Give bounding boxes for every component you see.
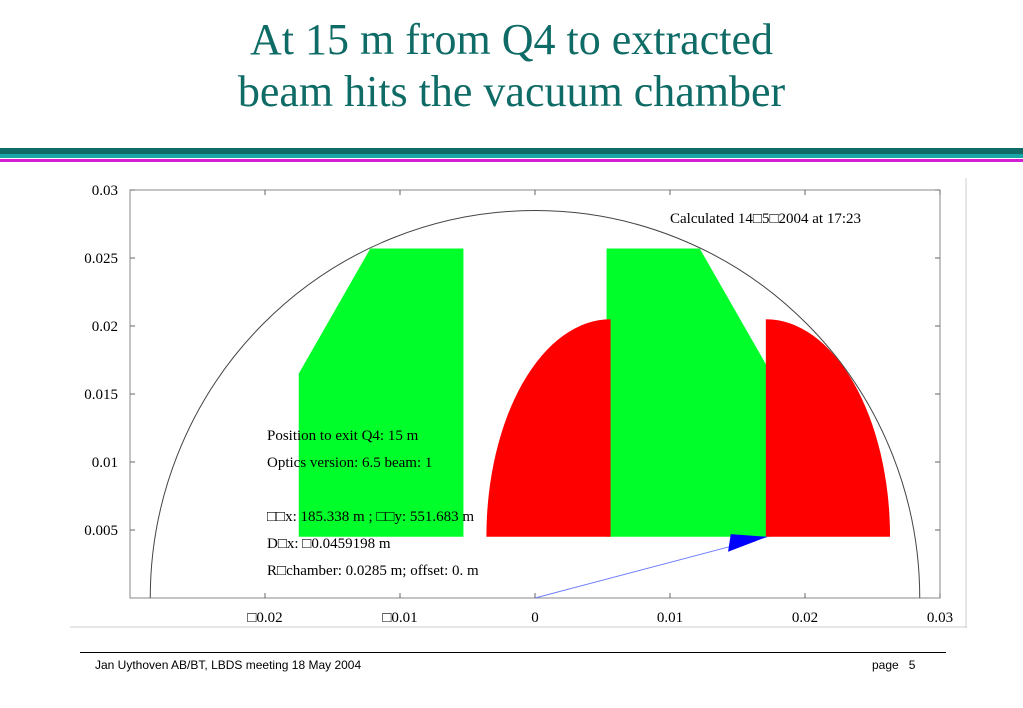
vacuum-chamber-arc: [149, 209, 921, 599]
title-rule-teal: [0, 148, 1023, 154]
chart-ticks: □0.02 □0.01 0 0.01 0.02 0.03 0.005 0.01 0.015 0.0…: [84, 183, 953, 626]
chart-marks: [149, 209, 921, 599]
x-tick-label-3: 0: [531, 610, 539, 626]
info-line-4: □□x: 185.338 m ; □□y: 551.683 m: [267, 509, 474, 525]
info-line-1: Position to exit Q4: 15 m: [267, 428, 419, 444]
beam-chamber-chart: □0.02 □0.01 0 0.01 0.02 0.03 0.005 0.01 0.015 0.0…: [70, 178, 967, 628]
footer-page-number: 5: [908, 658, 916, 672]
info-line-5: D□x: □0.0459198 m: [267, 536, 391, 552]
slide-title: At 15 m from Q4 to extracted beam hits t…: [0, 14, 1023, 118]
y-tick-label-5: 0.025: [84, 251, 118, 267]
x-tick-label-6: 0.03: [927, 610, 953, 626]
x-tick-label-2: □0.01: [382, 610, 417, 626]
chart-container: □0.02 □0.01 0 0.01 0.02 0.03 0.005 0.01 0.015 0.0…: [70, 178, 967, 628]
title-rule-magenta: [0, 159, 1023, 162]
y-tick-label-3: 0.015: [84, 387, 118, 403]
info-line-2: Optics version: 6.5 beam: 1: [267, 455, 432, 471]
info-box: Position to exit Q4: 15 m Optics version:…: [267, 428, 479, 579]
green-region-2: [606, 248, 772, 537]
y-tick-label-4: 0.02: [92, 319, 118, 335]
red-region-2: [765, 319, 891, 537]
footer-page: page 5: [872, 658, 925, 672]
beam-trajectory-line: [534, 536, 768, 599]
title-rule-cyan: [0, 154, 1023, 158]
x-tick-label-1: □0.02: [247, 610, 282, 626]
y-tick-label-2: 0.01: [92, 455, 118, 471]
footer-rule: [80, 652, 946, 653]
footer-author: Jan Uythoven AB/BT, LBDS meeting 18 May …: [95, 658, 362, 672]
calc-note: Calculated 14□5□2004 at 17:23: [670, 211, 861, 227]
slide-title-line-2: beam hits the vacuum chamber: [237, 67, 786, 116]
footer-page-label: page: [872, 658, 899, 672]
info-line-6: R□chamber: 0.0285 m; offset: 0. m: [267, 563, 479, 579]
x-tick-label-4: 0.01: [657, 610, 683, 626]
slide-title-line-1: At 15 m from Q4 to extracted: [250, 15, 773, 64]
red-region-1: [486, 319, 611, 537]
beam-spot-triangle: [728, 534, 768, 552]
x-tick-label-5: 0.02: [792, 610, 818, 626]
y-tick-label-6: 0.03: [92, 183, 118, 199]
y-tick-label-1: 0.005: [84, 523, 118, 539]
green-region-1: [298, 248, 464, 537]
